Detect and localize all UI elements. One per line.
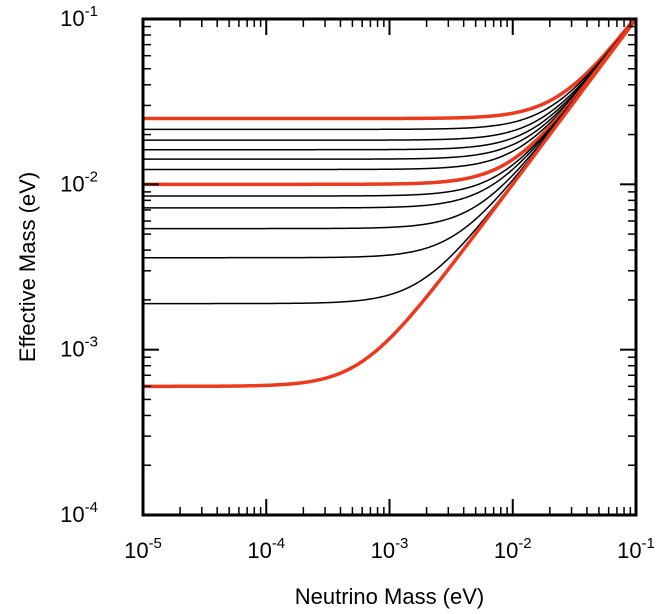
series-line-5	[143, 18, 637, 171]
x-tick-label: 10-4	[247, 535, 285, 563]
x-tick-label: 10-5	[124, 535, 162, 563]
y-tick-label: 10-3	[60, 334, 98, 362]
series-line-6	[143, 17, 638, 187]
series-line-1	[143, 18, 637, 131]
series-line-4	[143, 18, 637, 160]
series-line-3	[143, 18, 637, 151]
y-axis-label: Effective Mass (eV)	[15, 172, 40, 362]
series-line-12	[142, 17, 638, 389]
series-line-11	[143, 18, 637, 305]
y-tick-label: 10-2	[60, 168, 98, 196]
series-line-0	[143, 17, 637, 121]
curves	[142, 17, 638, 389]
ticks	[142, 18, 637, 516]
x-tick-label: 10-2	[494, 535, 532, 563]
x-tick-label: 10-1	[617, 535, 655, 563]
series-line-8	[143, 18, 637, 209]
y-tick-label: 10-4	[60, 499, 98, 527]
series-line-7	[143, 18, 637, 197]
y-tick-label: 10-1	[60, 3, 98, 31]
x-tick-label: 10-3	[371, 535, 409, 563]
tick-labels: 10-5 10-4 10-3 10-2 10-1 10-4 10-3 10-2 10-1	[60, 3, 655, 563]
x-axis-label: Neutrino Mass (eV)	[295, 584, 485, 609]
series-line-9	[143, 18, 637, 230]
series-line-2	[143, 18, 637, 141]
series-line-10	[143, 18, 637, 259]
